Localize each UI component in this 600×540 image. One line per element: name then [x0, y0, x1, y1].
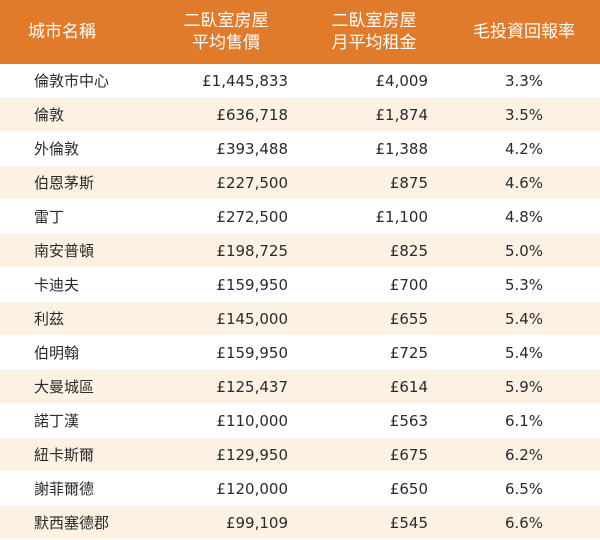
cell-city: 利茲: [34, 310, 65, 328]
cell-city: 紐卡斯爾: [34, 446, 95, 464]
header-city: 城市名稱: [0, 0, 152, 64]
cell-city: 謝菲爾德: [34, 480, 95, 498]
cell-yield: 6.5%: [504, 479, 544, 498]
cell-yield: 5.4%: [504, 343, 544, 362]
cell-rent: £545: [389, 513, 428, 532]
cell-rent: £725: [389, 343, 428, 362]
cell-yield: 6.6%: [504, 513, 544, 532]
cell-yield: 3.3%: [504, 71, 544, 90]
header-yield: 毛投資回報率: [448, 0, 600, 64]
table-row: 謝菲爾德 £120,000 £650 6.5%: [0, 472, 600, 506]
cell-yield: 5.3%: [504, 275, 544, 294]
table-row: 利茲 £145,000 £655 5.4%: [0, 302, 600, 336]
cell-rent: £700: [389, 275, 428, 294]
cell-rent: £1,874: [375, 105, 429, 124]
cell-price: £159,950: [216, 275, 288, 294]
cell-city: 外倫敦: [34, 140, 80, 158]
header-rent: 二臥室房屋 月平均租金: [300, 0, 448, 64]
cell-rent: £563: [389, 411, 428, 430]
cell-city: 伯明翰: [34, 344, 80, 362]
table-row: 伯恩茅斯 £227,500 £875 4.6%: [0, 166, 600, 200]
cell-city: 倫敦: [34, 106, 65, 124]
cell-yield: 3.5%: [504, 105, 544, 124]
cell-rent: £650: [389, 479, 428, 498]
table-row: 雷丁 £272,500 £1,100 4.8%: [0, 200, 600, 234]
header-rent-line2: 月平均租金: [331, 33, 417, 53]
cell-city: 大曼城區: [34, 378, 95, 396]
header-price-line2: 平均售價: [192, 33, 260, 53]
table-row: 伯明翰 £159,950 £725 5.4%: [0, 336, 600, 370]
cell-yield: 6.1%: [504, 411, 544, 430]
cell-city: 倫敦市中心: [34, 72, 110, 90]
cell-price: £120,000: [216, 479, 288, 498]
cell-city: 南安普頓: [34, 242, 95, 260]
table-row: 大曼城區 £125,437 £614 5.9%: [0, 370, 600, 404]
cell-rent: £1,100: [375, 207, 429, 226]
cell-rent: £4,009: [375, 71, 429, 90]
cell-price: £125,437: [216, 377, 288, 396]
cell-price: £227,500: [216, 173, 288, 192]
cell-city: 雷丁: [34, 208, 65, 226]
cell-city: 諾丁漢: [34, 412, 80, 430]
header-yield-label: 毛投資回報率: [473, 22, 575, 42]
cell-price: £393,488: [216, 139, 288, 158]
cell-price: £1,445,833: [202, 71, 288, 90]
cell-price: £636,718: [216, 105, 288, 124]
cell-price: £198,725: [216, 241, 288, 260]
cell-yield: 5.9%: [504, 377, 544, 396]
cell-price: £272,500: [216, 207, 288, 226]
cell-city: 伯恩茅斯: [34, 174, 95, 192]
table-row: 倫敦 £636,718 £1,874 3.5%: [0, 98, 600, 132]
header-rent-line1: 二臥室房屋: [331, 11, 417, 31]
table-row: 諾丁漢 £110,000 £563 6.1%: [0, 404, 600, 438]
cell-rent: £1,388: [375, 139, 429, 158]
header-price-line1: 二臥室房屋: [183, 11, 269, 31]
table-row: 紐卡斯爾 £129,950 £675 6.2%: [0, 438, 600, 472]
cell-yield: 5.0%: [504, 241, 544, 260]
cell-price: £145,000: [216, 309, 288, 328]
table-row: 外倫敦 £393,488 £1,388 4.2%: [0, 132, 600, 166]
table-row: 倫敦市中心 £1,445,833 £4,009 3.3%: [0, 64, 600, 98]
table-header: 城市名稱 二臥室房屋 平均售價 二臥室房屋 月平均租金 毛投資回報率: [0, 0, 600, 64]
cell-yield: 4.2%: [504, 139, 544, 158]
header-price: 二臥室房屋 平均售價: [152, 0, 300, 64]
cell-city: 默西塞德郡: [34, 514, 110, 532]
cell-yield: 5.4%: [504, 309, 544, 328]
cell-price: £159,950: [216, 343, 288, 362]
cell-rent: £825: [389, 241, 428, 260]
table-row: 卡迪夫 £159,950 £700 5.3%: [0, 268, 600, 302]
header-city-label: 城市名稱: [28, 22, 96, 42]
cell-price: £129,950: [216, 445, 288, 464]
cell-yield: 6.2%: [504, 445, 544, 464]
cell-rent: £655: [389, 309, 428, 328]
cell-yield: 4.6%: [504, 173, 544, 192]
cell-city: 卡迪夫: [34, 276, 80, 294]
table-body: 倫敦市中心 £1,445,833 £4,009 3.3% 倫敦 £636,718 £1,87…: [0, 64, 600, 540]
cell-rent: £675: [389, 445, 428, 464]
table-row: 默西塞德郡 £99,109 £545 6.6%: [0, 506, 600, 540]
cell-price: £110,000: [216, 411, 288, 430]
cell-price: £99,109: [225, 513, 288, 532]
table-row: 南安普頓 £198,725 £825 5.0%: [0, 234, 600, 268]
cell-rent: £614: [389, 377, 428, 396]
cell-yield: 4.8%: [504, 207, 544, 226]
cell-rent: £875: [389, 173, 428, 192]
